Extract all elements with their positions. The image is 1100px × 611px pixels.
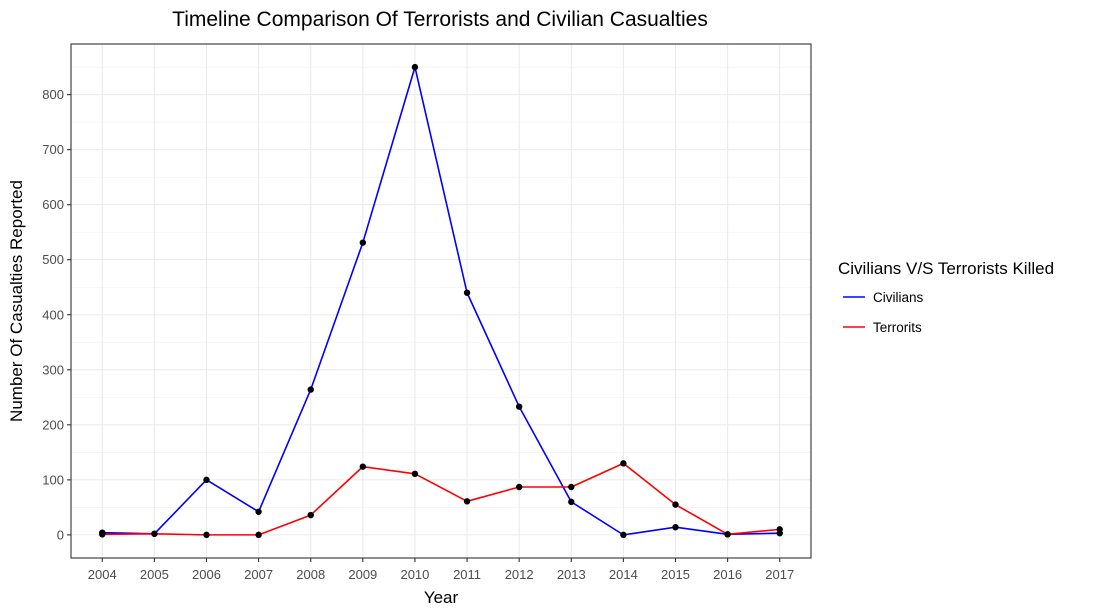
data-point [463, 498, 471, 505]
x-tick-label: 2010 [400, 567, 429, 582]
y-tick-label: 600 [42, 197, 64, 212]
x-tick-label: 2004 [88, 567, 117, 582]
series-line [102, 66, 780, 536]
x-tick-label: 2017 [765, 567, 794, 582]
series-lines [102, 66, 780, 536]
data-point [724, 531, 731, 538]
plot-border [70, 43, 812, 559]
x-tick-label: 2014 [609, 567, 638, 582]
y-tick-labels: 0 100 200 300 400 500 600 700 800 [42, 87, 64, 542]
x-tick-label: 2007 [244, 567, 273, 582]
data-point [307, 386, 314, 393]
data-point [307, 511, 314, 519]
plot-panel [71, 44, 811, 558]
data-point [515, 403, 523, 410]
x-tick-label: 2011 [453, 567, 481, 582]
data-point [255, 508, 262, 515]
data-point [672, 523, 679, 531]
legend-label: Civilians [873, 290, 924, 305]
data-point [359, 463, 367, 470]
y-axis-title: Number Of Casualties Reported [7, 180, 26, 422]
data-point [99, 531, 106, 538]
data-point [776, 526, 783, 533]
y-tick-label: 800 [42, 87, 64, 102]
series-line [102, 462, 780, 536]
data-point [568, 483, 575, 491]
x-tick-label: 2008 [296, 567, 325, 582]
data-point [411, 63, 419, 71]
data-point [672, 501, 679, 508]
y-tick-label: 100 [42, 472, 64, 487]
x-axis-title: Year [424, 588, 459, 607]
x-tick-label: 2016 [713, 567, 742, 582]
data-point [411, 470, 419, 478]
y-tick-label: 300 [42, 362, 64, 377]
legend: Civilians V/S Terrorists Killed Civilian… [838, 259, 1054, 335]
data-point [515, 483, 523, 491]
x-tick-label: 2009 [348, 567, 377, 582]
y-tick-label: 0 [57, 527, 64, 542]
data-point [255, 531, 262, 539]
x-tick-labels: 2004 2005 2006 2007 2008 2009 2010 2011 2012 2013… [88, 567, 794, 582]
data-point [620, 460, 627, 467]
x-tick-label: 2005 [140, 567, 169, 582]
data-point [151, 530, 158, 537]
data-point [359, 239, 367, 246]
data-point [620, 531, 627, 539]
legend-title: Civilians V/S Terrorists Killed [838, 259, 1054, 278]
legend-label: Terrorits [873, 320, 922, 335]
legend-items: Civilians Terrorits [843, 290, 924, 335]
chart-title: Timeline Comparison Of Terrorists and Ci… [172, 8, 708, 31]
data-points [99, 63, 783, 539]
x-tick-label: 2015 [661, 567, 690, 582]
data-point [203, 476, 210, 484]
y-tick-label: 700 [42, 142, 64, 157]
grid-major [71, 44, 811, 558]
y-tick-label: 200 [42, 417, 64, 432]
data-point [203, 531, 210, 539]
axis-ticks [67, 94, 781, 562]
data-point [463, 289, 471, 296]
grid-minor [71, 66, 811, 508]
y-tick-label: 400 [42, 307, 64, 322]
y-tick-label: 500 [42, 252, 64, 267]
x-tick-label: 2006 [192, 567, 221, 582]
x-tick-label: 2013 [557, 567, 586, 582]
data-point [568, 498, 575, 506]
x-tick-label: 2012 [505, 567, 534, 582]
